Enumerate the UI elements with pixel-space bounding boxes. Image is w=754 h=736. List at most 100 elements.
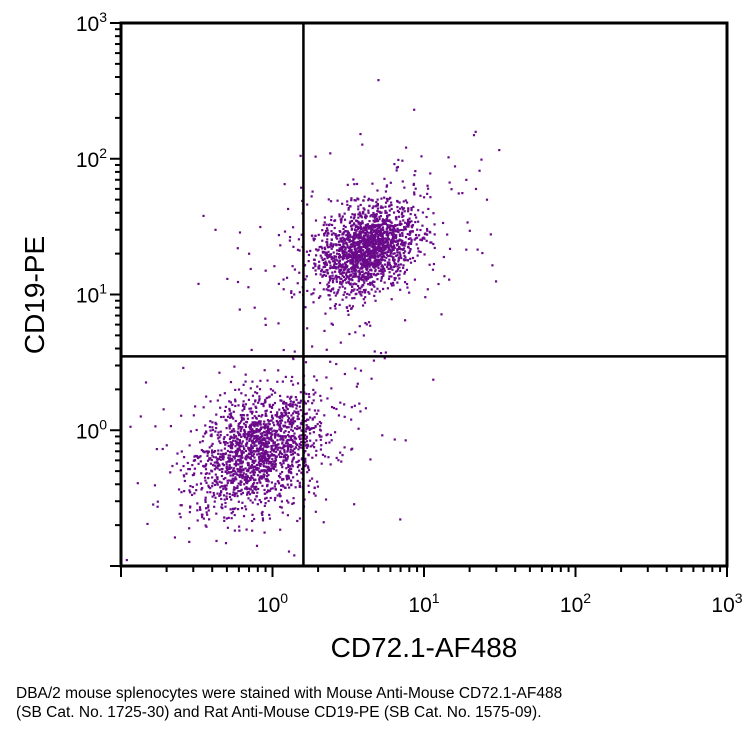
data-point	[346, 292, 349, 295]
data-point	[437, 282, 440, 286]
data-point	[237, 455, 240, 458]
data-point	[270, 453, 274, 456]
data-point	[275, 469, 278, 472]
data-point	[281, 484, 284, 487]
data-point	[384, 244, 388, 247]
data-point	[315, 454, 318, 457]
data-point	[237, 427, 240, 430]
data-point	[293, 427, 297, 430]
data-point	[398, 207, 402, 210]
data-point	[394, 216, 398, 219]
data-point	[364, 216, 367, 220]
data-point	[265, 475, 269, 478]
data-point	[378, 258, 381, 261]
data-point	[246, 487, 249, 490]
data-point	[230, 466, 233, 469]
data-point	[211, 476, 214, 479]
data-point	[224, 476, 227, 480]
data-point	[261, 519, 265, 522]
data-point	[306, 443, 309, 446]
data-point	[391, 281, 395, 285]
data-point	[241, 477, 244, 480]
data-point	[231, 477, 234, 480]
data-point	[256, 474, 260, 477]
data-point	[289, 436, 292, 440]
data-point	[350, 448, 353, 451]
data-point	[364, 232, 367, 235]
data-point	[406, 286, 409, 289]
data-point	[277, 482, 281, 485]
data-point	[258, 476, 261, 479]
data-point	[189, 484, 192, 488]
data-point	[289, 450, 292, 453]
data-point	[274, 465, 277, 468]
data-point	[328, 275, 331, 278]
data-point	[312, 388, 315, 391]
data-point	[399, 518, 402, 521]
data-point	[258, 457, 261, 460]
data-point	[381, 229, 384, 232]
data-point	[257, 441, 260, 444]
data-point	[277, 443, 280, 446]
data-point	[156, 505, 159, 508]
data-point	[218, 457, 221, 460]
data-point	[393, 252, 396, 255]
data-point	[335, 236, 338, 239]
data-point	[225, 466, 229, 470]
data-point	[307, 259, 310, 263]
data-point	[292, 420, 295, 423]
data-point	[300, 233, 303, 236]
data-point	[341, 215, 344, 218]
data-point	[421, 211, 425, 214]
data-point	[335, 456, 338, 460]
data-point	[396, 281, 399, 284]
data-point	[406, 259, 409, 262]
data-point	[208, 425, 211, 429]
data-point	[355, 235, 358, 238]
data-point	[328, 441, 331, 444]
data-point	[233, 492, 236, 496]
data-point	[350, 216, 353, 219]
data-point	[223, 447, 226, 450]
data-point	[340, 221, 343, 224]
data-point	[267, 465, 270, 468]
data-point	[347, 313, 350, 316]
data-point	[249, 499, 252, 502]
data-point	[273, 265, 276, 268]
data-point	[263, 504, 266, 507]
data-point	[350, 228, 353, 231]
data-point	[384, 351, 387, 354]
data-point	[353, 266, 356, 270]
data-point	[381, 232, 385, 235]
data-point	[284, 457, 287, 460]
data-point	[465, 178, 468, 181]
data-point	[284, 413, 287, 416]
data-point	[193, 492, 196, 495]
data-point	[349, 220, 352, 223]
data-point	[194, 405, 197, 408]
data-point	[242, 472, 245, 475]
data-point	[223, 516, 226, 519]
data-point	[245, 444, 248, 448]
data-point	[218, 440, 221, 443]
data-point	[239, 459, 243, 462]
data-point	[271, 417, 275, 420]
data-point	[322, 261, 326, 265]
data-point	[259, 423, 262, 426]
data-point	[280, 413, 283, 417]
data-point	[410, 238, 413, 241]
data-point	[375, 265, 378, 268]
data-point	[408, 242, 411, 245]
data-point	[283, 454, 286, 457]
data-point	[341, 258, 344, 261]
data-point	[222, 477, 225, 481]
data-point	[227, 460, 230, 463]
data-point	[379, 228, 382, 231]
data-point	[352, 283, 355, 286]
data-point	[335, 255, 338, 258]
data-point	[237, 404, 240, 407]
data-point	[323, 263, 326, 266]
caption-line-2: (SB Cat. No. 1725-30) and Rat Anti-Mouse…	[16, 704, 542, 721]
data-point	[381, 245, 385, 248]
